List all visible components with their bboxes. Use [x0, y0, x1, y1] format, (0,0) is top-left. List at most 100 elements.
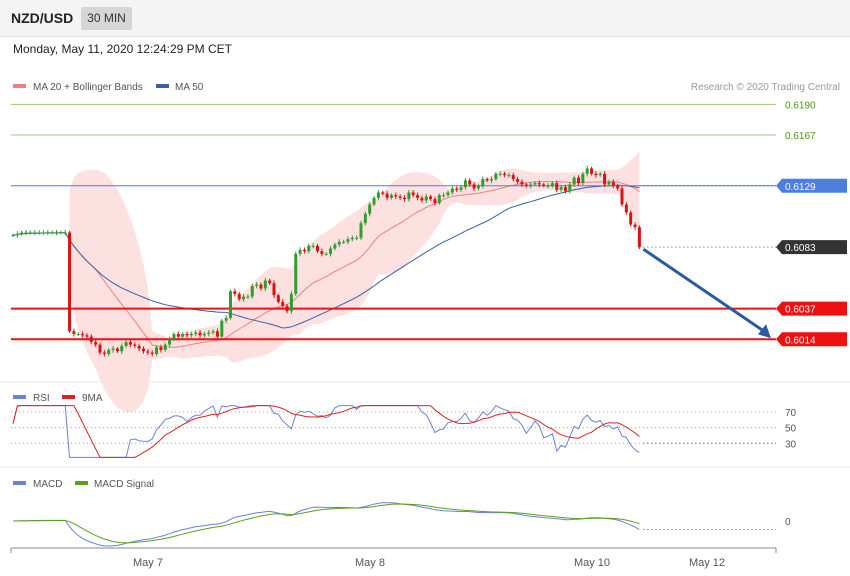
candle-body	[524, 184, 528, 186]
candle	[307, 243, 311, 254]
candle-body	[298, 249, 302, 254]
candle-body	[294, 253, 298, 294]
candle	[455, 186, 459, 192]
ma20-legend-swatch	[13, 84, 26, 88]
candle	[76, 331, 80, 336]
candle	[316, 243, 319, 254]
candle-body	[598, 173, 602, 176]
candle-body	[581, 173, 585, 184]
candle	[320, 248, 324, 257]
candle	[155, 345, 159, 357]
candle	[224, 315, 228, 324]
candle-body	[20, 232, 24, 234]
candle	[603, 171, 607, 188]
candle-body	[333, 244, 337, 249]
candle	[368, 201, 372, 217]
candle-body	[398, 196, 402, 198]
rsi-tick-label: 50	[785, 424, 797, 435]
candle	[215, 328, 219, 340]
candle-body	[50, 232, 54, 234]
candle-body	[272, 283, 276, 296]
candle-body	[307, 245, 311, 252]
candle-body	[189, 333, 193, 336]
candle	[598, 171, 602, 177]
candle-body	[455, 188, 459, 190]
candle-body	[381, 192, 385, 194]
candle	[594, 171, 598, 178]
candle	[263, 277, 267, 292]
candle	[246, 294, 250, 299]
candle-body	[337, 241, 341, 245]
candle-body	[316, 245, 319, 252]
candle	[189, 331, 193, 338]
level-tag	[776, 301, 847, 316]
candle	[237, 291, 241, 302]
candle	[581, 171, 585, 186]
ma50-line	[12, 184, 640, 329]
candle	[403, 195, 406, 202]
bollinger-band	[69, 150, 640, 413]
candle	[350, 235, 354, 242]
candle	[559, 184, 563, 192]
candle	[294, 251, 298, 297]
candle	[233, 288, 237, 297]
candle	[450, 185, 454, 195]
candle-body	[607, 181, 611, 185]
candle-body	[511, 175, 515, 180]
candle	[394, 192, 398, 200]
candle-body	[137, 345, 141, 349]
timeframe-button[interactable]: 30 MIN	[81, 7, 132, 30]
candle	[433, 196, 437, 206]
candle-body	[81, 333, 85, 336]
rsi-tick-label: 70	[785, 408, 797, 419]
level-label: 0.6014	[785, 335, 816, 346]
candle-body	[289, 293, 293, 312]
candle-body	[276, 295, 280, 302]
candle	[490, 176, 493, 184]
candle	[342, 239, 346, 244]
candle	[198, 330, 202, 338]
rsi-line	[12, 404, 640, 458]
candle	[202, 331, 206, 338]
candle-body	[168, 339, 172, 345]
candle	[590, 166, 594, 176]
candle	[207, 330, 211, 337]
candle-body	[485, 179, 489, 181]
candle	[494, 171, 498, 181]
candle	[624, 201, 628, 215]
candle	[616, 183, 620, 191]
candle-body	[202, 333, 206, 336]
rsi-tick-label: 30	[785, 439, 797, 450]
candle-body	[63, 232, 67, 234]
candle-body	[207, 332, 211, 334]
candle-body	[107, 349, 111, 354]
candle	[503, 171, 507, 178]
candle	[72, 328, 76, 337]
candle-body	[342, 241, 346, 243]
candle	[41, 230, 45, 235]
candle-body	[115, 348, 119, 352]
candle	[163, 342, 167, 352]
candle-body	[242, 296, 246, 300]
candle-body	[198, 332, 202, 336]
candle	[302, 247, 306, 254]
candle	[33, 230, 37, 235]
rsi-legend-label: RSI	[33, 393, 50, 404]
candle-body	[311, 245, 315, 247]
candle-body	[507, 175, 511, 177]
candle	[363, 211, 367, 226]
candle-body	[389, 195, 393, 198]
candle	[107, 348, 111, 356]
forecast-arrowhead	[758, 324, 771, 339]
candle	[389, 193, 393, 200]
candle-body	[259, 284, 263, 289]
candle-body	[220, 320, 224, 337]
candle	[242, 294, 246, 302]
macd-signal-legend-label: MACD Signal	[94, 479, 154, 490]
candle-body	[24, 232, 28, 234]
candle-body	[229, 291, 232, 318]
candle	[220, 318, 224, 339]
candle-body	[637, 227, 641, 248]
level-tag	[776, 240, 847, 255]
candle-body	[15, 233, 19, 236]
